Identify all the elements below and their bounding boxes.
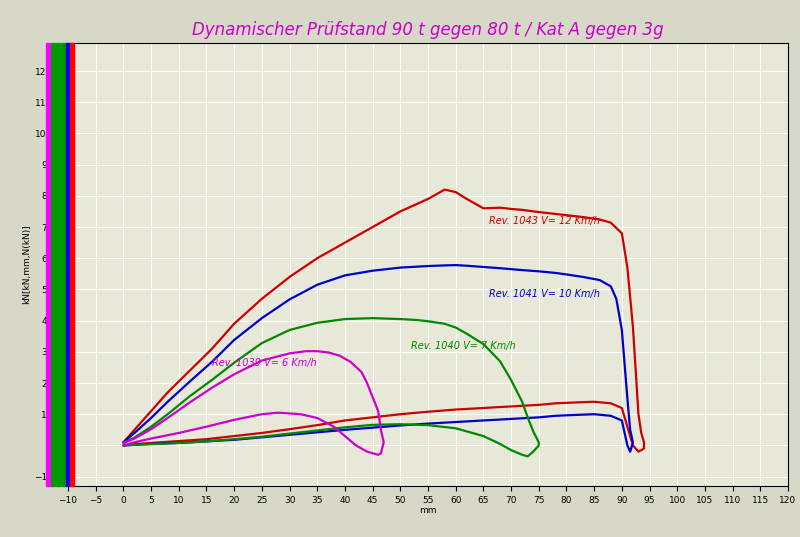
- X-axis label: mm: mm: [419, 506, 437, 515]
- Y-axis label: kN[kN,mm,N(kN)]: kN[kN,mm,N(kN)]: [22, 224, 30, 304]
- Text: Rev. 1043 V= 12 Km/h: Rev. 1043 V= 12 Km/h: [489, 216, 600, 226]
- Text: Rev. 1040 V= 7 Km/h: Rev. 1040 V= 7 Km/h: [411, 340, 516, 351]
- Text: Rev. 1039 V= 6 Km/h: Rev. 1039 V= 6 Km/h: [212, 358, 317, 368]
- Title: Dynamischer Prüfstand 90 t gegen 80 t / Kat A gegen 3g: Dynamischer Prüfstand 90 t gegen 80 t / …: [192, 20, 664, 39]
- Text: Rev. 1041 V= 10 Km/h: Rev. 1041 V= 10 Km/h: [489, 289, 600, 299]
